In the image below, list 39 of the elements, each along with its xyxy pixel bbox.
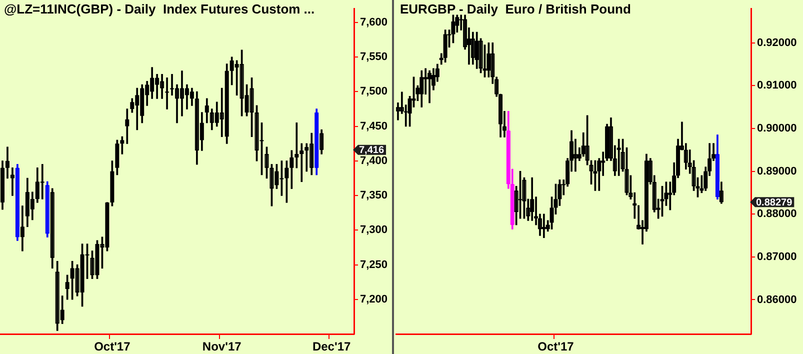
candlestick [45, 181, 50, 238]
candlestick [616, 138, 621, 176]
y-tick-label: 7,400 [360, 154, 388, 167]
candlestick [15, 164, 20, 241]
y-tick-label: 7,450 [360, 120, 388, 132]
y-tick-label: 0.91000 [757, 80, 797, 92]
candlestick [10, 168, 14, 196]
candlestick [542, 214, 546, 238]
candlestick [719, 182, 724, 204]
y-tick-label: 0.89000 [757, 165, 797, 178]
candlestick [294, 122, 299, 168]
y-tick-label: 7,500 [360, 86, 388, 98]
y-tick-label: 7,300 [360, 224, 388, 236]
y-tick-label: 0.92000 [757, 36, 797, 49]
candlestick [300, 143, 304, 182]
text: 0.88279 [756, 197, 793, 208]
y-tick-label: 7,600 [360, 16, 388, 28]
y-tick-label: 0.86000 [757, 294, 797, 306]
y-tick-label: 7,250 [360, 258, 388, 271]
y-tick-label: 7,200 [360, 293, 388, 306]
y-tick-label: 7,350 [360, 190, 388, 202]
text: 7,416 [359, 145, 384, 156]
chart-title: @LZ=11INC(GBP) - Daily Index Futures Custom ... [4, 2, 315, 17]
x-tick-label: Dec'17 [312, 340, 351, 354]
chart-title: EURGBP - Daily Euro / British Pound [400, 2, 631, 17]
y-tick-label: 0.87000 [757, 250, 797, 263]
y-tick-label: 0.88000 [757, 208, 797, 220]
candlestick [470, 32, 475, 65]
candlestick [424, 68, 428, 95]
y-tick-label: 0.90000 [757, 122, 797, 135]
candlestick [320, 129, 324, 154]
y-tick-label: 7,550 [360, 51, 388, 64]
candlestick [165, 78, 170, 110]
candlestick [573, 138, 578, 172]
candlestick [50, 188, 54, 269]
x-tick-label: Nov'17 [202, 340, 242, 354]
candlestick [715, 134, 720, 200]
x-tick-label: Oct'17 [94, 340, 131, 354]
x-tick-label: Oct'17 [538, 340, 574, 354]
